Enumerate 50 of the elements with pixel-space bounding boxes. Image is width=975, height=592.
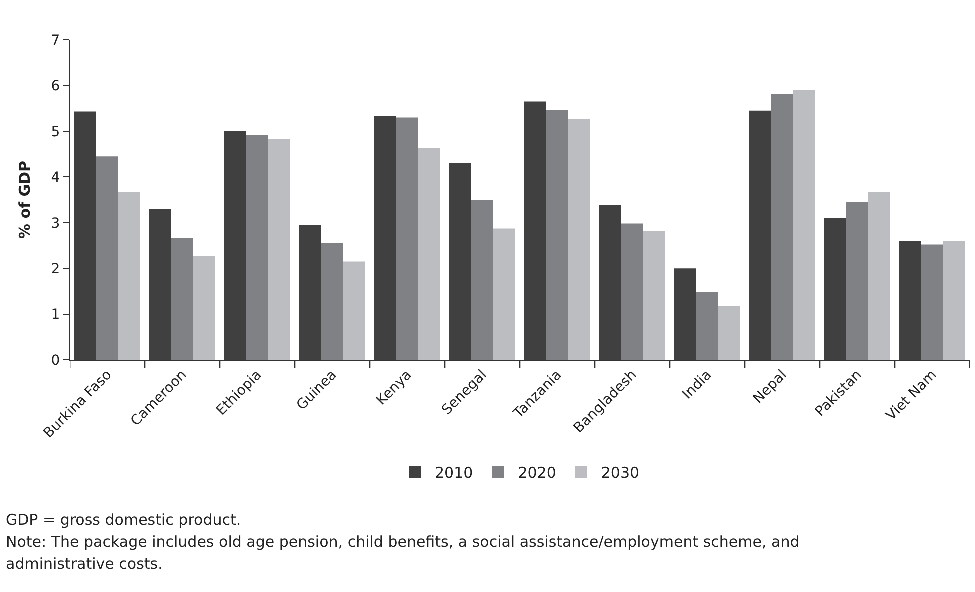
bar xyxy=(600,205,622,360)
bar xyxy=(696,292,718,360)
y-tick-label: 3 xyxy=(51,216,60,232)
bar xyxy=(750,110,772,360)
y-tick-label: 2 xyxy=(51,261,60,278)
bar xyxy=(150,209,172,360)
bar xyxy=(868,192,890,360)
bar xyxy=(674,268,696,360)
bar xyxy=(224,131,246,360)
bar xyxy=(846,202,868,360)
bar xyxy=(824,218,846,360)
text: Note: The package includes old age pension, child benefits, a social assistance/employment scheme, and administrative costs. xyxy=(6,532,801,574)
bar xyxy=(268,139,290,360)
bar xyxy=(944,241,966,360)
bar xyxy=(322,243,344,360)
bar xyxy=(344,262,366,360)
bar xyxy=(472,200,494,360)
bar xyxy=(922,244,944,360)
bar xyxy=(568,119,590,360)
y-tick-label: 5 xyxy=(51,124,60,140)
bar xyxy=(194,256,216,360)
legend-label: 2020 xyxy=(518,464,556,482)
bar xyxy=(494,228,516,360)
bar xyxy=(718,306,740,360)
bar xyxy=(396,118,418,360)
bar xyxy=(644,231,666,360)
bar xyxy=(900,241,922,360)
legend-label: 2010 xyxy=(435,464,474,482)
y-tick-label: 4 xyxy=(51,170,60,186)
bar xyxy=(418,148,440,360)
bar xyxy=(172,238,194,360)
y-tick-label: 1 xyxy=(51,307,60,324)
bar xyxy=(246,135,268,360)
bar xyxy=(374,116,396,360)
y-tick-label: 6 xyxy=(51,78,60,95)
bar xyxy=(772,94,794,360)
bar xyxy=(118,192,140,360)
legend-label: 2030 xyxy=(601,464,640,482)
text: GDP = gross domestic product. xyxy=(6,510,242,531)
bar xyxy=(450,163,472,360)
bar xyxy=(622,224,644,360)
y-tick-label: 7 xyxy=(51,32,60,49)
bar xyxy=(300,225,322,360)
bar xyxy=(524,102,546,360)
bar xyxy=(546,110,568,360)
bar xyxy=(96,156,118,360)
bar xyxy=(74,112,96,360)
y-tick-label: 0 xyxy=(51,352,60,369)
y-axis-title: % of GDP xyxy=(16,160,34,240)
bar xyxy=(794,90,816,360)
